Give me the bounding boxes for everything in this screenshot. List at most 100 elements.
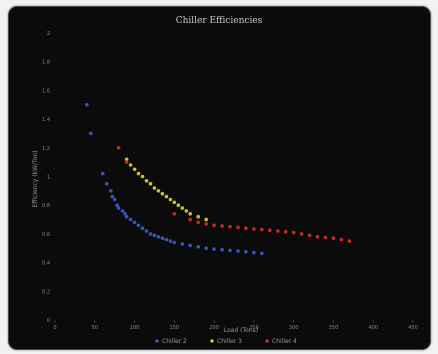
- data-point: [168, 197, 173, 202]
- data-point: [331, 236, 336, 240]
- data-point: [168, 239, 173, 243]
- y-tick-label: 0.8: [42, 203, 50, 209]
- data-point: [252, 250, 256, 255]
- data-point: [236, 249, 240, 253]
- data-point: [128, 217, 133, 222]
- data-point: [132, 220, 137, 225]
- x-tick-label: 50: [92, 325, 98, 331]
- data-point: [180, 242, 185, 246]
- data-point: [112, 197, 117, 202]
- x-tick-label: 400: [368, 325, 378, 331]
- data-point: [236, 225, 240, 230]
- data-point: [110, 194, 115, 199]
- data-point: [339, 237, 344, 242]
- data-point: [108, 189, 113, 193]
- data-point: [180, 206, 185, 210]
- data-point: [144, 179, 149, 183]
- data-point: [160, 191, 165, 196]
- data-point: [156, 235, 161, 239]
- y-axis: 0 0.2 0.4 0.6 0.8 1 1.2 1.4 1.6 1.8 2: [42, 31, 50, 324]
- x-tick-label: 450: [408, 325, 418, 331]
- y-tick-label: 2: [47, 31, 50, 37]
- data-point: [152, 233, 157, 238]
- data-point: [136, 171, 141, 176]
- data-point: [204, 222, 208, 226]
- data-point: [212, 247, 216, 251]
- chart-panel: Chiller Efficiencies 0 50 100 150 200 250 300 3…: [8, 6, 431, 350]
- data-point: [268, 228, 272, 233]
- data-point: [100, 171, 105, 176]
- x-tick-label: 150: [170, 325, 180, 331]
- data-point: [276, 229, 280, 233]
- legend-marker: [155, 339, 159, 343]
- data-point: [104, 181, 109, 186]
- data-point: [260, 251, 264, 256]
- y-tick-label: 0.6: [42, 232, 50, 238]
- y-tick-label: 0.2: [42, 289, 50, 295]
- data-point: [347, 239, 352, 243]
- y-tick-label: 1.8: [42, 60, 50, 66]
- scatter-chart: Chiller Efficiencies 0 50 100 150 200 250 300 3…: [32, 16, 418, 345]
- data-point: [144, 229, 149, 233]
- data-point: [124, 214, 129, 219]
- data-point: [136, 223, 141, 228]
- data-point: [120, 209, 125, 213]
- data-point: [148, 232, 153, 236]
- data-point: [204, 217, 208, 222]
- data-point: [196, 220, 200, 225]
- data-point: [116, 146, 121, 150]
- data-point: [132, 167, 137, 172]
- data-point: [315, 235, 320, 239]
- data-point: [123, 212, 127, 216]
- y-tick-label: 0: [47, 318, 50, 324]
- x-tick-label: 0: [53, 325, 56, 331]
- data-point: [299, 232, 304, 236]
- data-point: [244, 250, 248, 254]
- data-point: [124, 157, 129, 162]
- y-tick-label: 1.2: [42, 146, 50, 152]
- data-point: [323, 235, 328, 240]
- data-point: [228, 224, 232, 229]
- data-point: [140, 226, 145, 230]
- chart-title: Chiller Efficiencies: [176, 16, 263, 26]
- data-point: [184, 209, 189, 213]
- data-point: [176, 203, 181, 207]
- y-tick-label: 1: [47, 175, 50, 181]
- data-point: [172, 240, 177, 245]
- data-point: [196, 245, 200, 249]
- x-tick-label: 200: [209, 325, 219, 331]
- data-point: [89, 131, 93, 136]
- data-point: [188, 243, 192, 248]
- data-point: [283, 229, 288, 234]
- data-point: [172, 200, 177, 205]
- series-1: [85, 103, 264, 256]
- data-point: [156, 189, 161, 193]
- legend-label: Chiller 4: [272, 338, 297, 345]
- legend-marker: [210, 339, 214, 343]
- data-point: [220, 224, 224, 228]
- data-point: [291, 230, 296, 235]
- data-point: [160, 236, 165, 240]
- data-point: [116, 206, 121, 210]
- data-point: [164, 237, 169, 242]
- data-point: [204, 246, 208, 251]
- data-point: [196, 214, 200, 219]
- data-point: [148, 181, 153, 186]
- legend-marker: [265, 339, 269, 343]
- plot-area: [85, 103, 352, 256]
- data-point: [124, 160, 129, 164]
- legend: Chiller 2 Chiller 3 Chiller 4: [155, 338, 297, 345]
- data-point: [164, 194, 169, 199]
- data-point: [228, 248, 232, 253]
- y-axis-title: Efficiency (kW/Ton): [32, 150, 39, 207]
- data-point: [188, 212, 192, 216]
- data-point: [188, 217, 192, 222]
- data-point: [85, 103, 89, 107]
- data-point: [260, 227, 264, 232]
- data-point: [172, 212, 177, 216]
- x-tick-label: 100: [130, 325, 140, 331]
- x-tick-label: 250: [249, 325, 259, 331]
- y-tick-label: 0.4: [42, 261, 50, 267]
- data-point: [212, 223, 216, 228]
- data-point: [152, 186, 157, 190]
